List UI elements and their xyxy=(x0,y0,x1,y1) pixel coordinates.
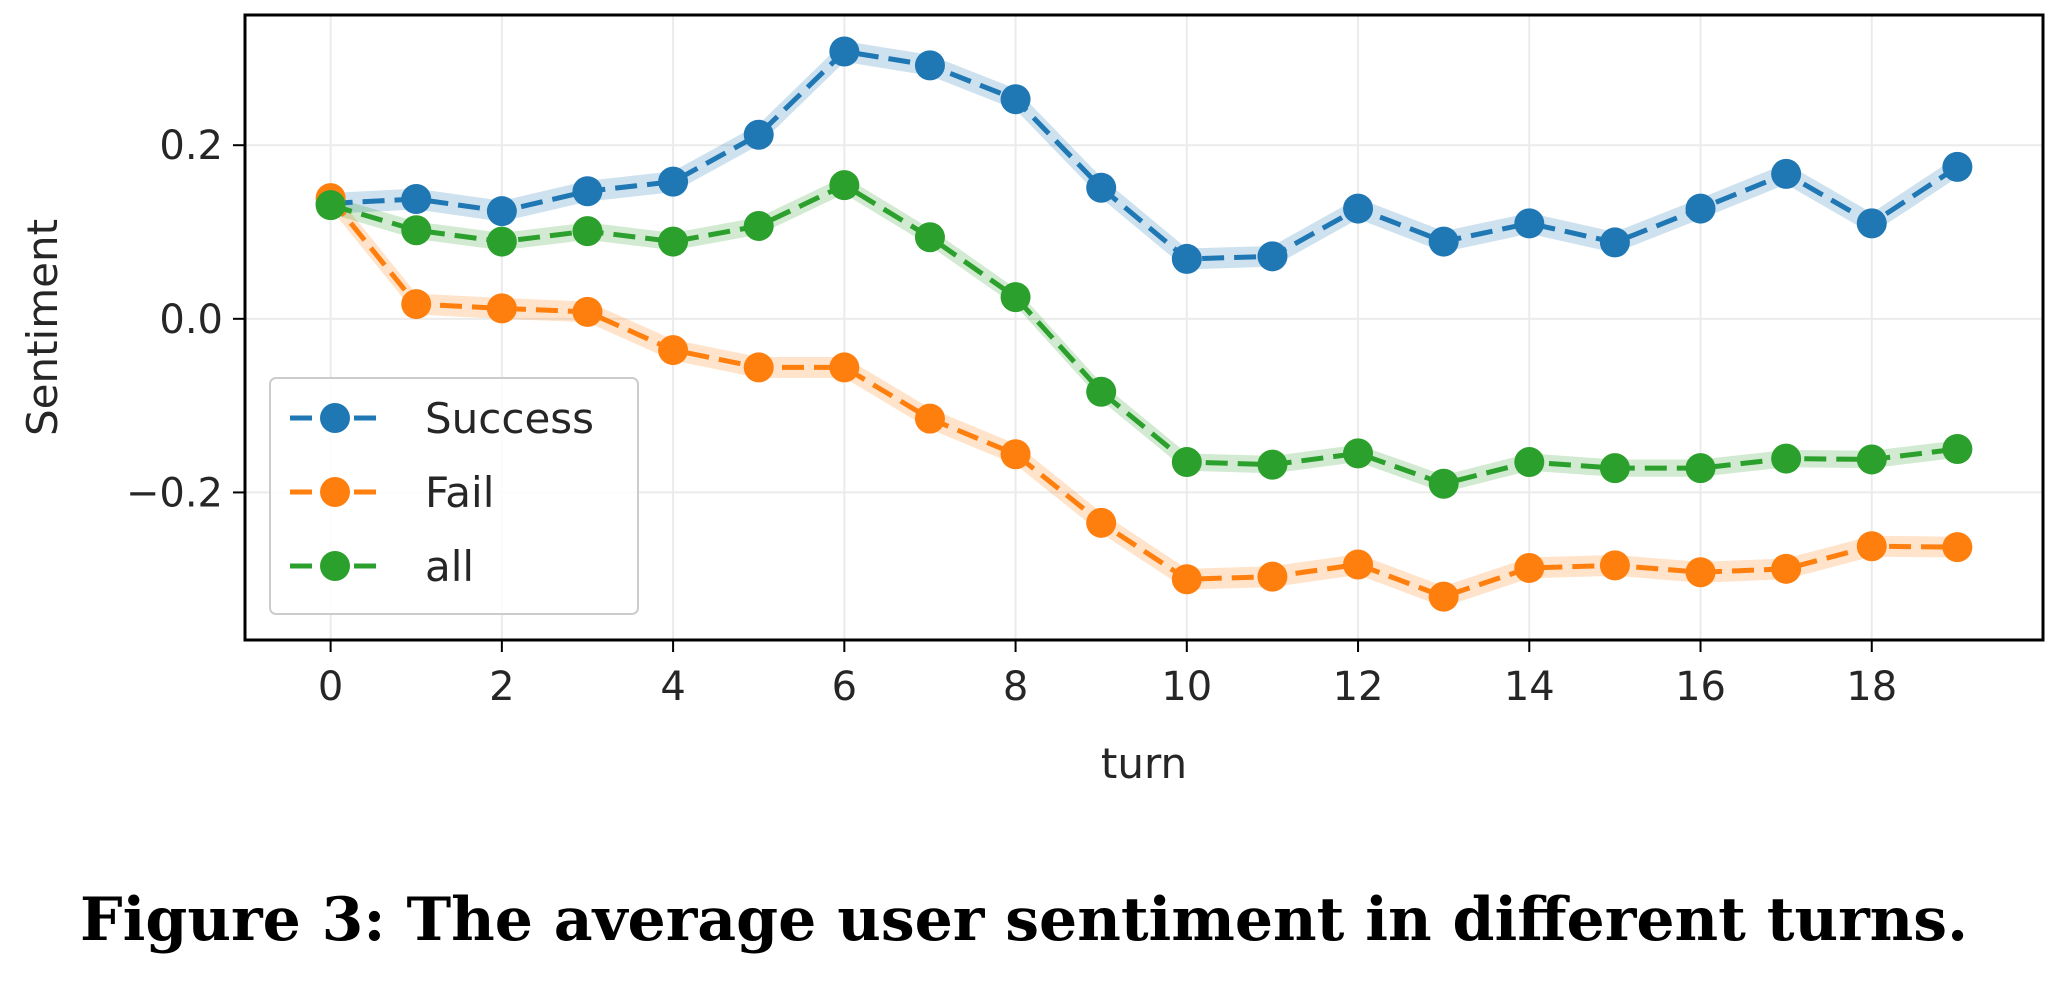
legend-marker xyxy=(320,403,350,433)
point-fail xyxy=(1428,581,1459,612)
point-all xyxy=(1856,444,1887,475)
point-fail xyxy=(486,293,517,324)
point-success xyxy=(1257,241,1288,272)
point-success xyxy=(743,119,774,150)
legend-label: all xyxy=(425,542,474,591)
point-fail xyxy=(401,289,432,320)
point-all xyxy=(829,170,860,201)
grid xyxy=(245,15,2043,640)
point-fail xyxy=(1257,561,1288,592)
point-success xyxy=(1942,151,1973,182)
x-tick-label: 16 xyxy=(1675,664,1726,710)
point-all xyxy=(1771,443,1802,474)
point-all xyxy=(315,190,346,221)
point-success xyxy=(658,166,689,197)
point-fail xyxy=(1599,550,1630,581)
point-all xyxy=(1086,376,1117,407)
x-tick-label: 8 xyxy=(1003,664,1028,710)
band-success xyxy=(330,41,1958,270)
point-success xyxy=(1086,172,1117,203)
point-success xyxy=(829,36,860,67)
point-success xyxy=(1171,243,1202,274)
point-fail xyxy=(1171,564,1202,595)
plot-frame xyxy=(243,13,2045,642)
point-fail xyxy=(1086,507,1117,538)
y-tick-label: 0.2 xyxy=(159,123,223,169)
point-success xyxy=(1771,158,1802,189)
point-all xyxy=(1514,447,1545,478)
point-all xyxy=(1685,453,1716,484)
legend-box xyxy=(269,377,639,615)
point-fail xyxy=(572,296,603,327)
legend-marker xyxy=(320,551,350,581)
point-all xyxy=(1257,449,1288,480)
legend-label: Fail xyxy=(425,468,494,517)
point-success xyxy=(1514,208,1545,239)
axis-ticks: 0 2 4 6 8 10 12 14 16 18 0.2 0.0 −0.2 xyxy=(126,123,1897,710)
point-all xyxy=(572,216,603,247)
point-all xyxy=(1599,453,1630,484)
point-fail xyxy=(743,352,774,383)
point-all xyxy=(401,215,432,246)
x-tick-label: 10 xyxy=(1161,664,1212,710)
y-tick-label: 0.0 xyxy=(159,297,223,343)
x-tick-label: 18 xyxy=(1846,664,1897,710)
point-success xyxy=(486,196,517,227)
x-tick-label: 4 xyxy=(660,664,685,710)
legend: Success Fail all xyxy=(269,377,639,615)
point-all xyxy=(658,226,689,257)
point-all xyxy=(914,222,945,253)
point-success xyxy=(1856,208,1887,239)
point-fail xyxy=(658,335,689,366)
point-fail xyxy=(1685,557,1716,588)
point-all xyxy=(1942,434,1973,465)
point-fail xyxy=(829,352,860,383)
x-tick-label: 6 xyxy=(832,664,857,710)
x-tick-label: 12 xyxy=(1333,664,1384,710)
point-all xyxy=(1171,447,1202,478)
x-axis-label: turn xyxy=(1101,739,1187,788)
point-success xyxy=(1428,226,1459,257)
point-success xyxy=(572,176,603,207)
x-tick-label: 0 xyxy=(318,664,343,710)
point-all xyxy=(1343,438,1374,469)
point-fail xyxy=(1771,553,1802,584)
point-success xyxy=(1685,193,1716,224)
x-tick-label: 2 xyxy=(489,664,514,710)
point-success xyxy=(1599,227,1630,258)
legend-marker xyxy=(320,477,350,507)
point-success xyxy=(914,50,945,81)
point-all xyxy=(743,210,774,241)
point-all xyxy=(486,226,517,257)
point-fail xyxy=(1000,439,1031,470)
x-tick-label: 14 xyxy=(1504,664,1555,710)
point-success xyxy=(1000,84,1031,115)
point-fail xyxy=(1514,552,1545,583)
point-fail xyxy=(914,403,945,434)
point-success xyxy=(1343,193,1374,224)
y-axis-label: Sentiment xyxy=(18,219,67,436)
series-markers xyxy=(315,36,1973,612)
point-fail xyxy=(1343,549,1374,580)
point-fail xyxy=(1942,532,1973,563)
legend-label: Success xyxy=(425,394,594,443)
point-success xyxy=(401,184,432,215)
y-tick-label: −0.2 xyxy=(126,470,223,516)
figure-caption: Figure 3: The average user sentiment in … xyxy=(80,885,1968,955)
point-all xyxy=(1428,468,1459,499)
point-all xyxy=(1000,282,1031,313)
point-fail xyxy=(1856,531,1887,562)
